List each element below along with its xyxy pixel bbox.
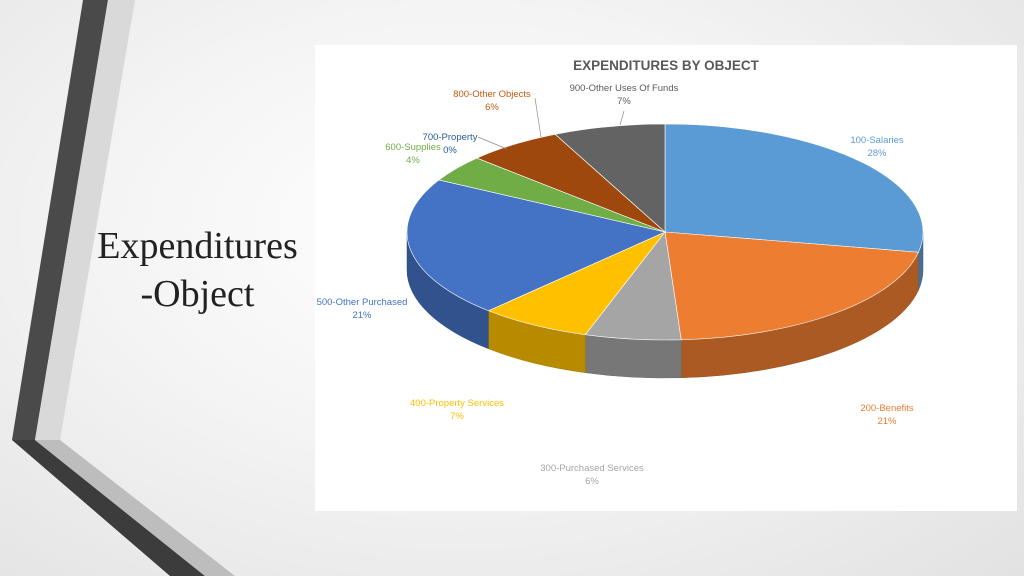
data-label-700-property: 700-Property (423, 132, 478, 143)
leader-line-800-other-objects (534, 97, 542, 138)
decor-stripe-light (35, 0, 135, 440)
data-label-900-other-uses-of-funds: 900-Other Uses Of Funds (570, 83, 679, 94)
data-label-100-salaries: 100-Salaries (850, 135, 904, 146)
data-label-600-supplies: 600-Supplies (385, 142, 441, 153)
pie-slice-100-salaries (664, 123, 924, 253)
data-label-pct-700-property: 0% (443, 145, 457, 156)
data-label-pct-100-salaries: 28% (867, 148, 887, 159)
pie-side-300-purchased-services (585, 334, 682, 379)
slide-title: Expenditures -Object (90, 222, 305, 318)
decor-stripe-dark (12, 0, 108, 440)
data-label-800-other-objects: 800-Other Objects (453, 89, 531, 100)
data-label-300-purchased-services: 300-Purchased Services (540, 463, 644, 474)
data-label-pct-300-purchased-services: 6% (585, 476, 599, 487)
label-layer: 100-Salaries 28% 200-Benefits 21% 300-Purcha… (317, 83, 914, 487)
pie-slice-500-other-purchased (406, 179, 666, 312)
pie-slice-900-other-uses-of-funds (554, 123, 666, 233)
data-label-pct-800-other-objects: 6% (485, 102, 499, 113)
pie-layer (406, 123, 924, 379)
data-label-pct-500-other-purchased: 21% (352, 310, 372, 321)
data-label-pct-900-other-uses-of-funds: 7% (617, 96, 631, 107)
pie-slice-400-property-services (487, 231, 666, 336)
leader-line-900-other-uses-of-funds (619, 110, 625, 126)
data-label-pct-200-benefits: 21% (877, 416, 897, 427)
data-label-500-other-purchased: 500-Other Purchased (317, 297, 408, 308)
data-label-pct-400-property-services: 7% (450, 411, 464, 422)
chart-panel: EXPENDITURES BY OBJECT 100-Salaries 28% 20… (315, 45, 1017, 511)
data-label-pct-600-supplies: 4% (406, 155, 420, 166)
leader-line-700-property (477, 136, 508, 150)
chart-title: EXPENDITURES BY OBJECT (573, 58, 760, 73)
slide-title-line1: Expenditures (97, 225, 298, 267)
pie-chart: EXPENDITURES BY OBJECT 100-Salaries 28% 20… (317, 58, 924, 487)
pie-slice-200-benefits (664, 231, 919, 341)
data-label-400-property-services: 400-Property Services (410, 398, 504, 409)
data-label-200-benefits: 200-Benefits (860, 403, 914, 414)
decor-stripe-dark-lower (12, 440, 205, 576)
decor-stripe-light-lower (35, 440, 235, 576)
slide-title-line2: -Object (140, 273, 255, 315)
